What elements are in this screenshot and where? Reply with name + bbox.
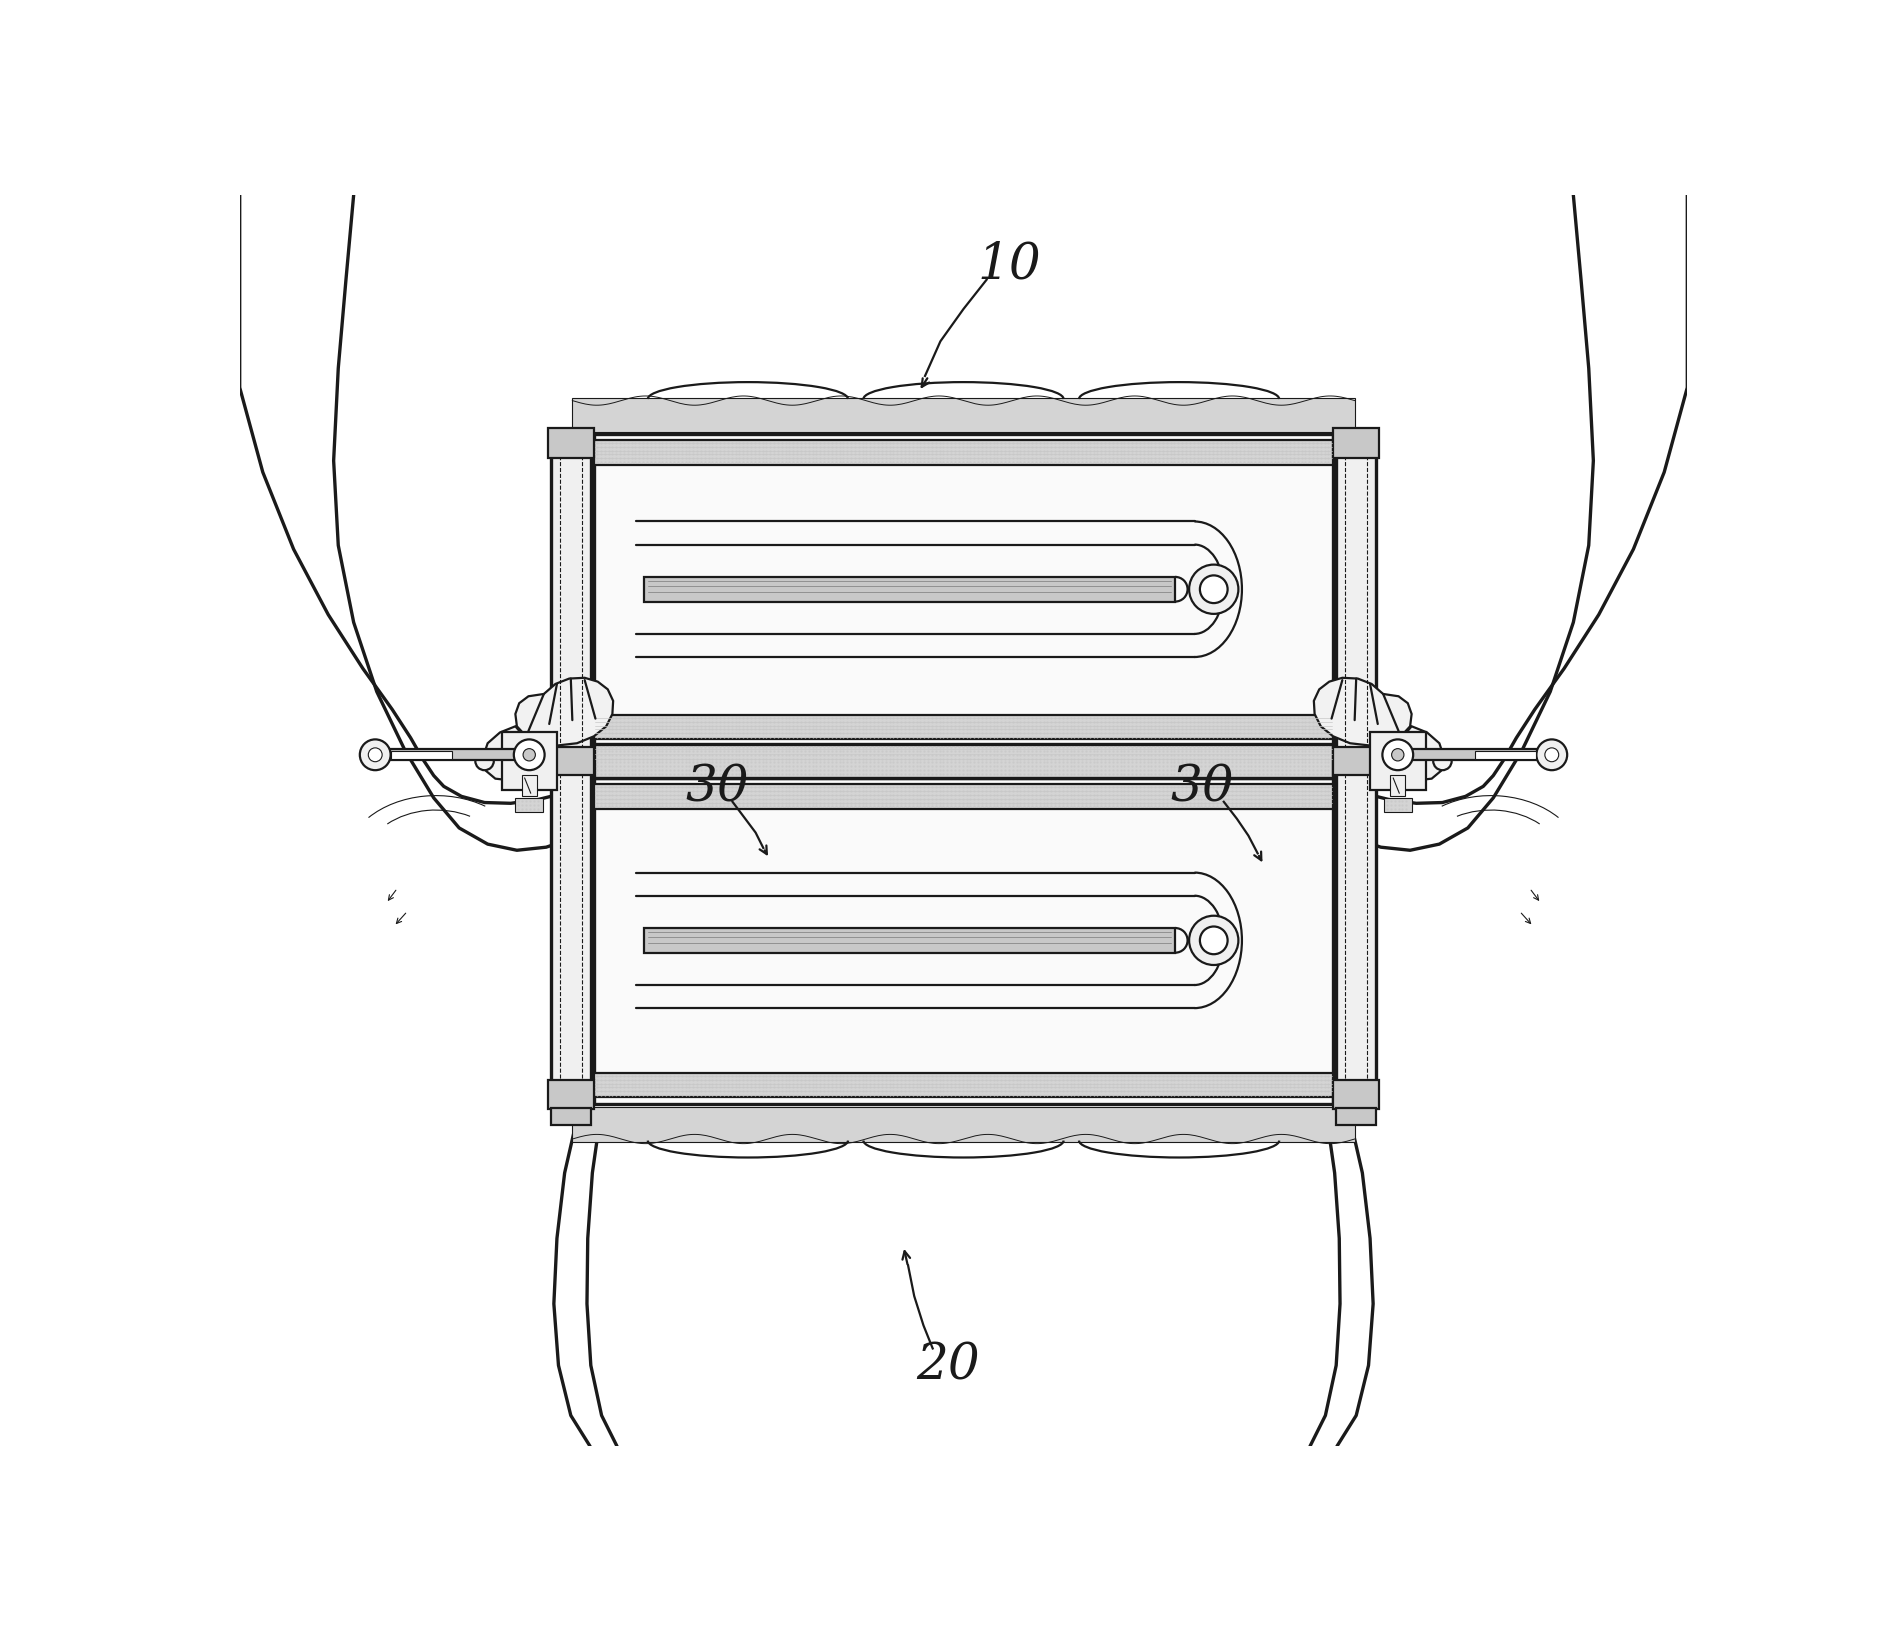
- Circle shape: [1536, 739, 1568, 770]
- Bar: [572, 1107, 1355, 1142]
- Bar: [391, 751, 453, 759]
- Bar: [551, 432, 590, 1105]
- Bar: [547, 748, 594, 775]
- Bar: [1371, 733, 1425, 790]
- Circle shape: [359, 739, 391, 770]
- Bar: [521, 775, 538, 796]
- Bar: [594, 783, 1333, 809]
- Text: 30: 30: [1171, 764, 1233, 812]
- Circle shape: [476, 752, 494, 770]
- Bar: [547, 429, 594, 458]
- Circle shape: [1382, 739, 1414, 770]
- Bar: [1384, 798, 1412, 812]
- Bar: [1389, 775, 1406, 796]
- Circle shape: [1391, 749, 1404, 760]
- Bar: [1337, 432, 1376, 1105]
- Circle shape: [523, 749, 536, 760]
- Bar: [1474, 751, 1536, 759]
- Bar: [594, 744, 1333, 778]
- Bar: [1333, 748, 1380, 775]
- Bar: [594, 778, 1333, 1103]
- Bar: [1337, 1108, 1376, 1124]
- Circle shape: [1433, 752, 1451, 770]
- Circle shape: [1199, 575, 1228, 603]
- Polygon shape: [515, 678, 613, 746]
- Bar: [645, 577, 1175, 601]
- Bar: [502, 733, 556, 790]
- Text: 20: 20: [916, 1341, 979, 1389]
- Circle shape: [1190, 916, 1239, 965]
- Bar: [594, 715, 1333, 739]
- Bar: [594, 440, 1333, 465]
- Text: 10: 10: [978, 239, 1042, 289]
- Bar: [1333, 1079, 1380, 1108]
- Bar: [547, 1079, 594, 1108]
- Circle shape: [1190, 564, 1239, 614]
- Bar: [376, 749, 530, 760]
- Polygon shape: [1397, 726, 1444, 780]
- Bar: [572, 398, 1355, 432]
- Polygon shape: [1314, 678, 1412, 746]
- Bar: [1399, 749, 1551, 760]
- Bar: [594, 434, 1333, 746]
- Circle shape: [1199, 926, 1228, 954]
- Circle shape: [1545, 748, 1559, 762]
- Bar: [551, 1108, 590, 1124]
- Bar: [645, 928, 1175, 952]
- Bar: [515, 798, 543, 812]
- Bar: [1333, 429, 1380, 458]
- Circle shape: [513, 739, 545, 770]
- Circle shape: [368, 748, 382, 762]
- Bar: [594, 1072, 1333, 1097]
- Polygon shape: [483, 726, 530, 780]
- Text: 30: 30: [684, 764, 748, 812]
